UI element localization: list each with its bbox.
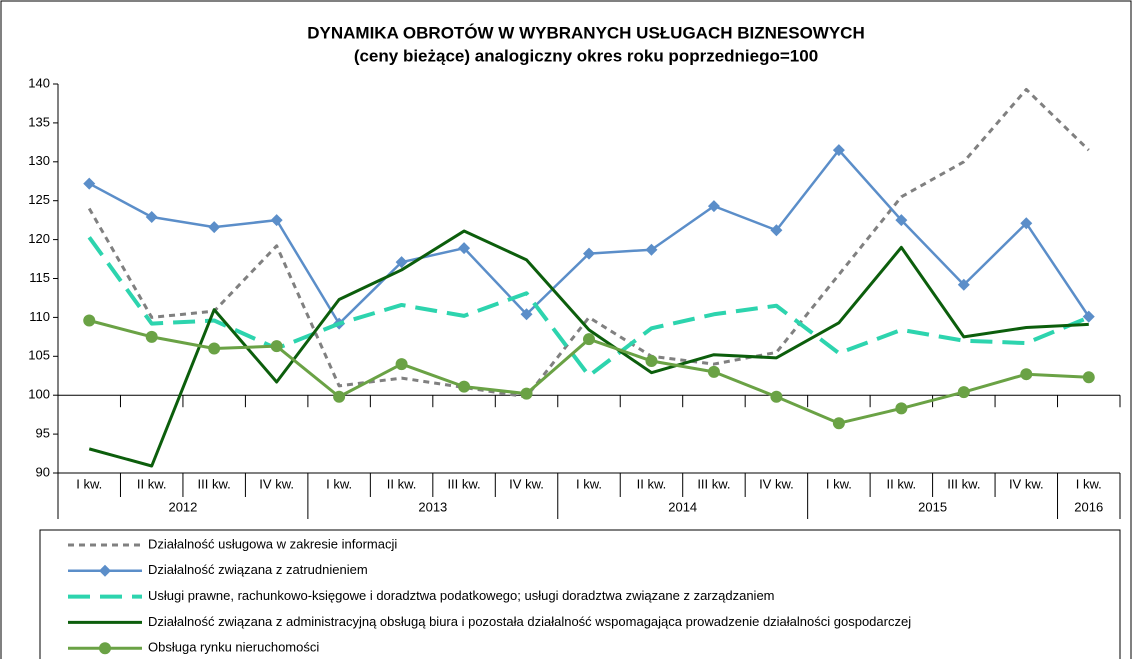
point-marker — [957, 278, 970, 291]
point-marker — [270, 340, 283, 353]
point-marker — [145, 330, 158, 343]
point-marker — [83, 314, 96, 327]
x-group-label: 2016 — [1074, 499, 1103, 514]
point-marker — [583, 247, 595, 260]
point-marker — [1082, 310, 1095, 323]
point-marker — [395, 256, 408, 269]
x-tick-label: II kw. — [387, 476, 417, 491]
point-marker — [208, 342, 221, 355]
point-marker — [645, 243, 658, 256]
y-tick-label: 125 — [28, 192, 50, 207]
point-marker — [458, 242, 471, 255]
point-marker — [770, 390, 783, 403]
x-tick-label: II kw. — [637, 476, 667, 491]
x-tick-label: I kw. — [576, 476, 602, 491]
legend-label: Działalność usługowa w zakresie informac… — [148, 536, 397, 551]
chart-subtitle: (ceny bieżące) analogiczny okres roku po… — [354, 46, 818, 65]
x-group-label: 2014 — [668, 499, 697, 514]
line-series — [87, 236, 1090, 378]
point-marker — [520, 308, 533, 321]
x-tick-label: I kw. — [1076, 476, 1102, 491]
chart-title: DYNAMIKA OBROTÓW W WYBRANYCH USŁUGACH BI… — [307, 23, 865, 42]
x-group-label: 2013 — [418, 499, 447, 514]
legend-label: Działalność związana z zatrudnieniem — [148, 562, 368, 577]
x-tick-label: I kw. — [76, 476, 102, 491]
y-tick-label: 115 — [29, 270, 50, 285]
x-tick-label: IV kw. — [759, 476, 794, 491]
x-tick-label: I kw. — [326, 476, 352, 491]
y-tick-label: 105 — [28, 348, 50, 363]
point-marker — [1020, 217, 1033, 230]
point-marker — [395, 358, 408, 371]
x-tick-label: IV kw. — [509, 476, 544, 491]
point-marker — [832, 144, 845, 157]
x-tick-label: III kw. — [198, 476, 231, 491]
x-tick-label: I kw. — [826, 476, 852, 491]
point-marker — [707, 365, 720, 378]
y-tick-label: 100 — [28, 387, 50, 402]
point-marker — [832, 417, 845, 430]
y-tick-label: 120 — [28, 231, 50, 246]
point-marker — [458, 380, 471, 393]
point-marker — [895, 214, 908, 227]
legend-label: Działalność związana z administracyjną o… — [148, 614, 911, 629]
point-marker — [208, 221, 221, 234]
line-series — [87, 87, 1090, 399]
legend-marker — [99, 642, 111, 655]
y-tick-label: 130 — [28, 153, 50, 168]
point-marker — [770, 224, 783, 237]
y-tick-label: 140 — [28, 75, 50, 90]
legend-label: Obsługa rynku nieruchomości — [148, 640, 319, 655]
point-marker — [333, 390, 346, 403]
point-marker — [707, 200, 720, 213]
point-marker — [645, 354, 658, 367]
x-tick-label: II kw. — [887, 476, 917, 491]
x-group-label: 2012 — [168, 499, 197, 514]
y-tick-label: 110 — [29, 309, 50, 324]
x-tick-label: IV kw. — [1009, 476, 1044, 491]
legend-box — [39, 529, 1121, 659]
x-tick-label: III kw. — [447, 476, 480, 491]
legend-marker — [99, 564, 111, 577]
point-marker — [520, 387, 533, 400]
x-tick-label: IV kw. — [259, 476, 294, 491]
y-tick-label: 95 — [36, 426, 50, 441]
point-marker — [83, 177, 96, 190]
y-tick-label: 135 — [28, 114, 50, 129]
x-tick-label: II kw. — [137, 476, 167, 491]
y-tick-label: 90 — [36, 464, 50, 479]
point-marker — [1020, 368, 1033, 381]
point-marker — [145, 211, 158, 224]
point-marker — [895, 402, 908, 415]
line-series — [88, 148, 1090, 325]
point-marker — [583, 333, 595, 346]
x-tick-label: III kw. — [947, 476, 980, 491]
point-marker — [1082, 371, 1095, 384]
point-marker — [270, 214, 283, 227]
x-tick-label: III kw. — [697, 476, 730, 491]
x-group-label: 2015 — [918, 499, 947, 514]
legend-label: Usługi prawne, rachunkowo-księgowe i dor… — [148, 588, 775, 603]
line-series — [88, 229, 1089, 468]
point-marker — [957, 386, 970, 399]
